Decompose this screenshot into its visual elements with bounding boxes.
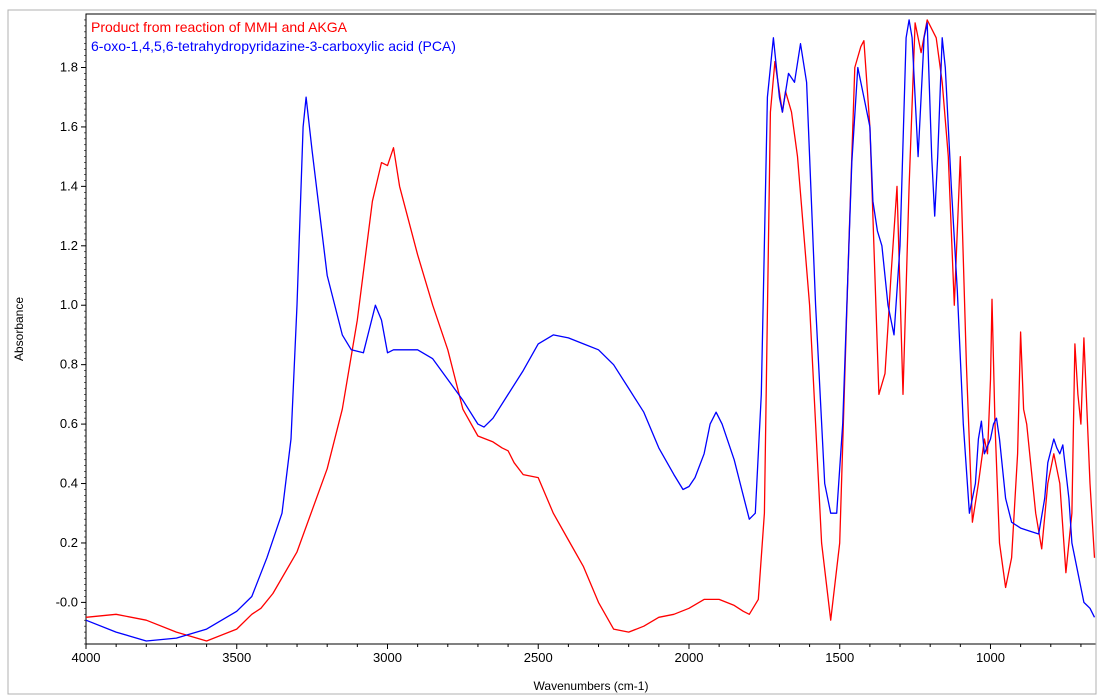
legend-entry-pca: 6-oxo-1,4,5,6-tetrahydropyridazine-3-car… (91, 38, 456, 54)
y-tick-label: -0.0 (56, 594, 78, 609)
x-tick-label: 1000 (976, 650, 1005, 665)
x-tick-label: 3000 (373, 650, 402, 665)
y-tick-label: 1.4 (60, 178, 78, 193)
y-axis-ticks: -0.0 0.2 0.4 0.6 0.8 1.0 1.2 1.4 1.6 1.8 (56, 59, 86, 609)
y-tick-label: 0.4 (60, 476, 78, 491)
y-tick-label: 1.0 (60, 297, 78, 312)
plot-frame (85, 13, 1097, 645)
x-tick-label: 2000 (675, 650, 704, 665)
x-tick-label: 1500 (825, 650, 854, 665)
y-axis-label: Absorbance (12, 297, 26, 361)
x-axis-label: Wavenumbers (cm-1) (534, 679, 649, 693)
x-tick-label: 4000 (72, 650, 101, 665)
outer-border (7, 9, 1097, 695)
y-tick-label: 0.2 (60, 535, 78, 550)
series-product-line (85, 19, 1096, 642)
x-tick-label: 3500 (222, 650, 251, 665)
y-tick-label: 1.2 (60, 238, 78, 253)
y-tick-label: 0.8 (60, 357, 78, 372)
x-axis-ticks: 4000 3500 3000 2500 2000 1500 1000 (72, 644, 1082, 665)
series-layer (85, 19, 1096, 642)
y-tick-label: 1.8 (60, 59, 78, 74)
legend-entry-product: Product from reaction of MMH and AKGA (91, 19, 348, 35)
y-tick-label: 1.6 (60, 119, 78, 134)
y-tick-label: 0.6 (60, 416, 78, 431)
x-tick-label: 2500 (524, 650, 553, 665)
series-pca-line (85, 19, 1096, 642)
